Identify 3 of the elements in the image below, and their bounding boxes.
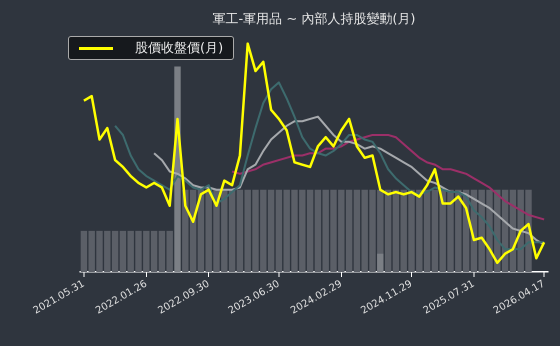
chart-title: 軍工-軍用品 ~ 內部人持股變動(月)	[212, 12, 416, 28]
bar	[377, 254, 384, 272]
legend-label: 股價收盤價(月)	[135, 40, 224, 57]
